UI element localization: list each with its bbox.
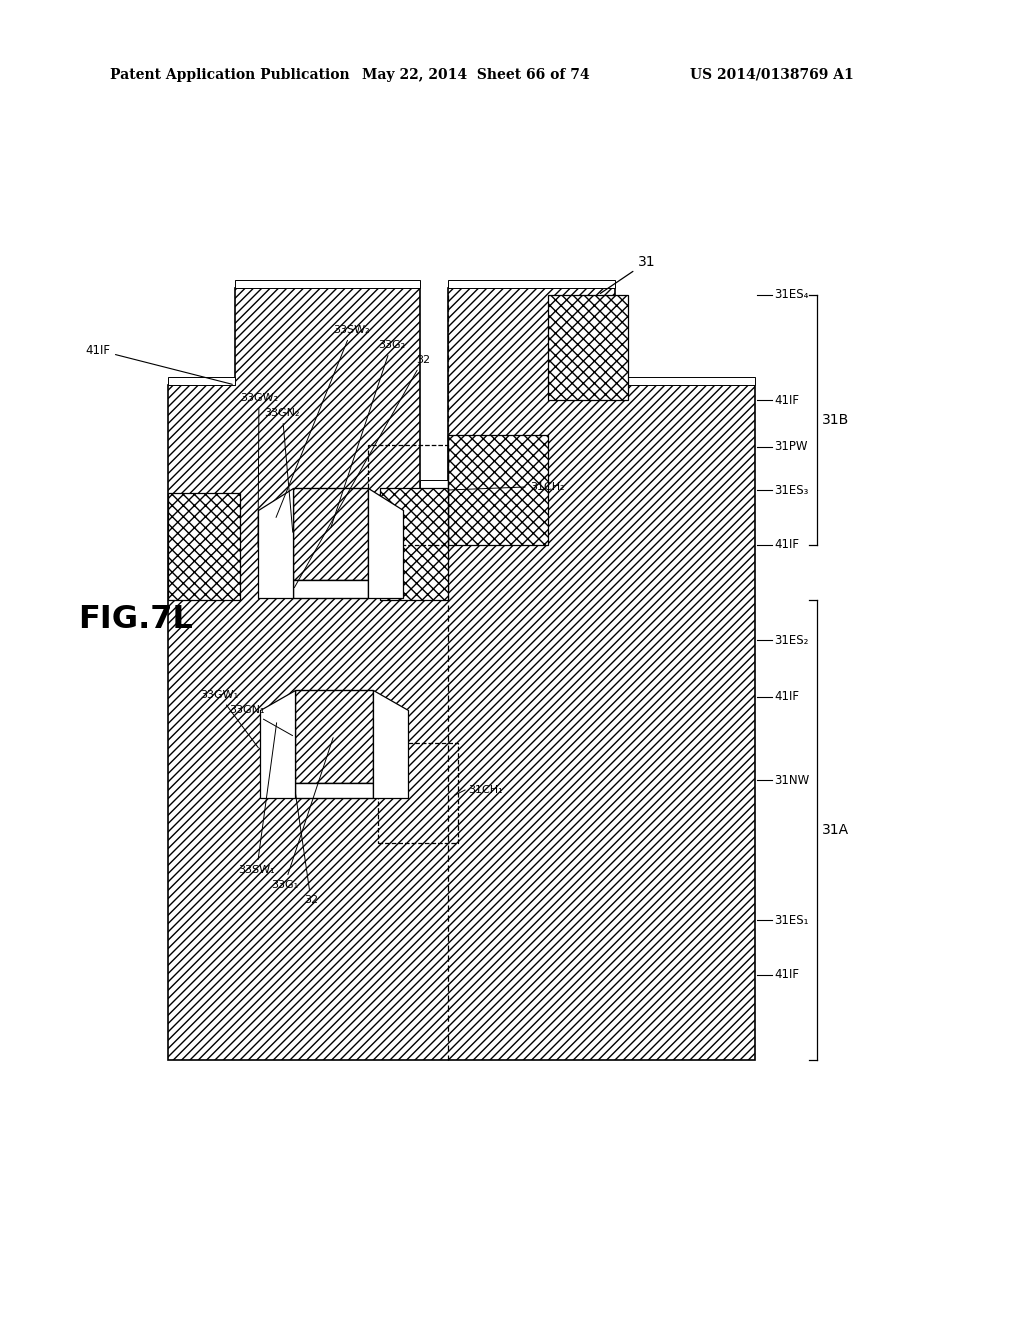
Bar	[168, 492, 240, 601]
Bar	[293, 488, 368, 579]
Text: FIG.7L: FIG.7L	[78, 605, 193, 635]
Text: 31CH₁: 31CH₁	[468, 785, 503, 795]
Text: 31ES₃: 31ES₃	[774, 483, 808, 496]
Text: 31ES₁: 31ES₁	[774, 913, 809, 927]
Text: 33SW₁: 33SW₁	[239, 723, 276, 875]
Text: 33GW₂: 33GW₂	[240, 393, 278, 548]
Text: 32: 32	[294, 355, 430, 587]
Bar	[168, 378, 234, 385]
Bar	[293, 579, 368, 598]
Text: 33GN₂: 33GN₂	[264, 408, 300, 532]
Polygon shape	[368, 488, 403, 598]
Polygon shape	[168, 288, 755, 1060]
Text: 41IF: 41IF	[774, 690, 799, 704]
Bar	[420, 480, 449, 488]
Text: May 22, 2014  Sheet 66 of 74: May 22, 2014 Sheet 66 of 74	[362, 69, 590, 82]
Bar	[295, 783, 373, 799]
Bar	[449, 280, 615, 288]
Text: 41IF: 41IF	[774, 393, 799, 407]
Text: 32: 32	[295, 793, 318, 906]
Text: 33G₂: 33G₂	[331, 341, 406, 528]
Text: 31NW: 31NW	[774, 774, 809, 787]
Bar	[380, 488, 449, 601]
Text: Patent Application Publication: Patent Application Publication	[110, 69, 349, 82]
Bar	[378, 743, 458, 843]
Bar	[368, 445, 449, 545]
Bar	[295, 690, 373, 783]
Text: 41IF: 41IF	[774, 969, 799, 982]
Bar	[615, 378, 755, 385]
Text: 31A: 31A	[822, 822, 849, 837]
Bar	[449, 436, 548, 545]
Text: 41IF: 41IF	[85, 343, 232, 384]
Text: 33GN₁: 33GN₁	[229, 705, 293, 735]
Text: US 2014/0138769 A1: US 2014/0138769 A1	[690, 69, 854, 82]
Polygon shape	[258, 488, 293, 598]
Polygon shape	[260, 690, 295, 799]
Text: 31B: 31B	[822, 413, 849, 426]
Bar	[548, 294, 628, 400]
Text: 33SW₂: 33SW₂	[276, 325, 370, 517]
Polygon shape	[373, 690, 408, 799]
Text: 33G₁: 33G₁	[271, 738, 333, 890]
Bar	[234, 280, 420, 288]
Text: 31: 31	[600, 255, 655, 293]
Text: 31CH₂: 31CH₂	[530, 482, 564, 492]
Text: 33GW₁: 33GW₁	[200, 690, 258, 747]
Text: 41IF: 41IF	[774, 539, 799, 552]
Text: 31ES₂: 31ES₂	[774, 634, 808, 647]
Text: 31PW: 31PW	[774, 441, 808, 454]
Text: 31ES₄: 31ES₄	[774, 289, 808, 301]
